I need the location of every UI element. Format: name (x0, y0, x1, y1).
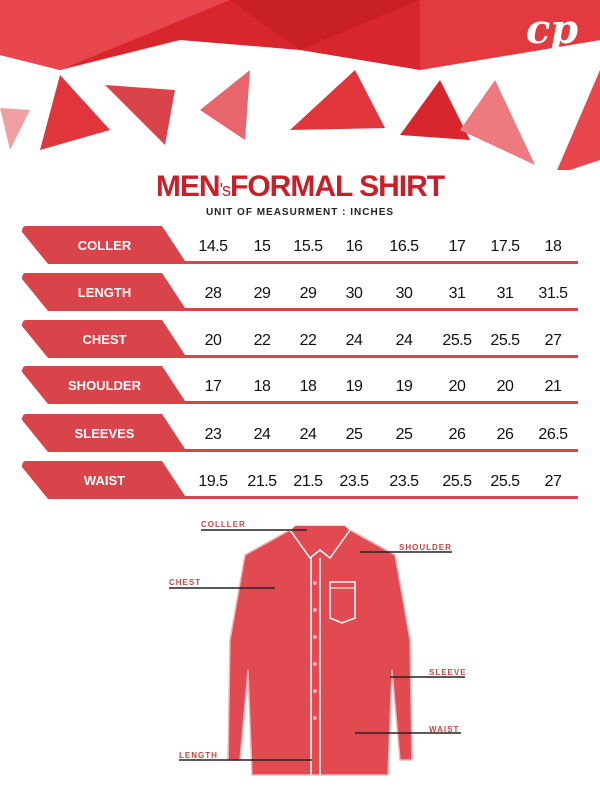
page-title: MEN'sFORMAL SHIRT (0, 170, 600, 204)
label-banner (22, 366, 187, 404)
row-divider (175, 308, 578, 311)
table-row: WAIST 19.5 21.5 21.5 23.5 23.5 25.5 25.5 27 (0, 461, 600, 501)
size-value: 23.5 (389, 473, 419, 490)
label-chest: CHEST (169, 578, 202, 587)
label-collar: COLLLER (201, 520, 246, 529)
row-label: COLLER (22, 226, 187, 264)
header-decoration (0, 0, 600, 170)
label-sleeve: SLEEVE (429, 668, 467, 677)
row-divider (175, 355, 578, 358)
size-value: 20 (204, 332, 222, 349)
size-value: 16 (345, 238, 363, 255)
label-length: LENGTH (179, 751, 218, 760)
size-value: 19.5 (198, 473, 228, 490)
label-banner (22, 414, 187, 452)
logo-text: STORES (528, 54, 576, 65)
size-value: 18 (299, 378, 317, 395)
size-value: 24 (395, 332, 413, 349)
size-value: 22 (253, 332, 271, 349)
brand-logo: cp STORES (512, 6, 592, 65)
size-value: 21 (544, 378, 562, 395)
row-label-text: LENGTH (77, 285, 132, 300)
size-value: 31 (448, 285, 466, 302)
size-value: 30 (395, 285, 413, 302)
row-label: WAIST (22, 461, 187, 499)
label-banner (22, 226, 187, 264)
size-value: 25 (345, 426, 363, 443)
row-label: SLEEVES (22, 414, 187, 452)
size-value: 27 (544, 473, 562, 490)
size-value: 28 (204, 285, 222, 302)
size-value: 31.5 (538, 285, 568, 302)
size-value: 20 (448, 378, 466, 395)
table-row: CHEST 20 22 22 24 24 25.5 25.5 27 (0, 320, 600, 360)
row-divider (175, 261, 578, 264)
size-value: 24 (345, 332, 363, 349)
title-men: MEN (155, 170, 221, 203)
logo-mark: cp (525, 6, 579, 53)
size-value: 15.5 (293, 238, 323, 255)
size-value: 17 (448, 238, 466, 255)
size-value: 18 (253, 378, 271, 395)
label-waist: WAIST (429, 725, 460, 734)
row-label-text: SHOULDER (68, 378, 141, 393)
label-banner (22, 273, 187, 311)
size-value: 27 (544, 332, 562, 349)
size-value: 19 (395, 378, 413, 395)
size-value: 20 (496, 378, 514, 395)
row-divider (175, 449, 578, 452)
size-value: 29 (299, 285, 317, 302)
size-value: 21.5 (293, 473, 323, 490)
table-row: SLEEVES 23 24 24 25 25 26 26 26.5 (0, 414, 600, 454)
size-value: 15 (253, 238, 271, 255)
title-rest: FORMAL SHIRT (230, 170, 445, 203)
size-value: 24 (253, 426, 271, 443)
row-label: SHOULDER (22, 366, 187, 404)
size-value: 30 (345, 285, 363, 302)
size-value: 19 (345, 378, 363, 395)
size-value: 29 (253, 285, 271, 302)
size-value: 31 (496, 285, 514, 302)
size-value: 23.5 (339, 473, 369, 490)
row-label: CHEST (22, 320, 187, 358)
size-value: 21.5 (247, 473, 277, 490)
size-value: 25.5 (442, 473, 472, 490)
row-label: LENGTH (22, 273, 187, 311)
table-row: LENGTH 28 29 29 30 30 31 31 31.5 (0, 273, 600, 313)
size-value: 25.5 (490, 332, 520, 349)
title-s: 's (219, 180, 231, 200)
label-shoulder: SHOULDER (399, 543, 452, 552)
unit-subtitle: UNIT OF MEASURMENT : INCHES (205, 207, 395, 218)
size-value: 25 (395, 426, 413, 443)
label-banner (22, 320, 187, 358)
size-value: 25.5 (490, 473, 520, 490)
size-value: 25.5 (442, 332, 472, 349)
size-value: 26.5 (538, 426, 568, 443)
size-value: 22 (299, 332, 317, 349)
size-value: 26 (448, 426, 466, 443)
row-label-text: WAIST (83, 473, 126, 488)
row-label-text: COLLER (77, 238, 132, 253)
shirt-diagram (169, 524, 465, 776)
label-banner (22, 461, 187, 499)
table-row: SHOULDER 17 18 18 19 19 20 20 21 (0, 366, 600, 406)
size-value: 14.5 (198, 238, 228, 255)
size-value: 24 (299, 426, 317, 443)
row-label-text: SLEEVES (74, 426, 135, 441)
table-row: COLLER 14.5 15 15.5 16 16.5 17 17.5 18 (0, 226, 600, 266)
size-value: 17.5 (490, 238, 520, 255)
size-value: 23 (204, 426, 222, 443)
size-value: 18 (544, 238, 562, 255)
row-label-text: CHEST (82, 332, 127, 347)
size-value: 26 (496, 426, 514, 443)
row-divider (175, 401, 578, 404)
row-divider (175, 496, 578, 499)
size-value: 17 (204, 378, 222, 395)
size-value: 16.5 (389, 238, 419, 255)
